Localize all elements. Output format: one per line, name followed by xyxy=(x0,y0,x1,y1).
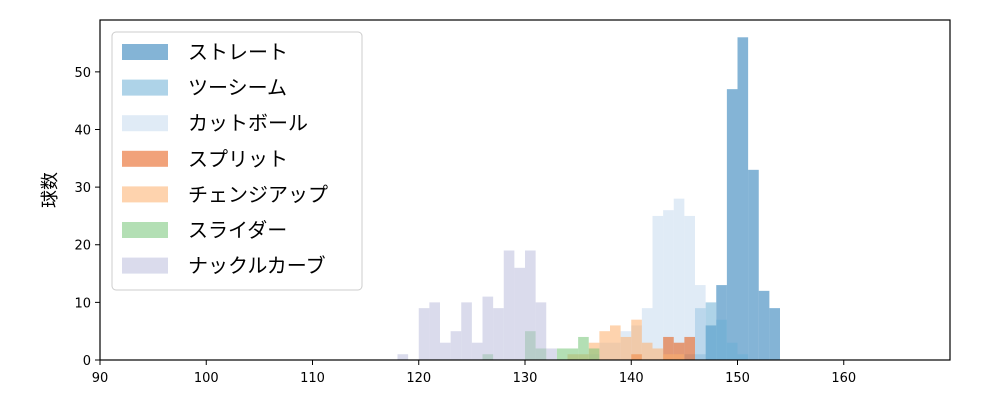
histogram-bar xyxy=(620,336,632,360)
histogram-bar xyxy=(429,302,440,360)
histogram-bar xyxy=(525,250,536,360)
y-axis-label: 球数 xyxy=(40,172,61,208)
histogram-bar xyxy=(652,348,664,360)
histogram-bar xyxy=(663,210,674,360)
y-tick-label: 40 xyxy=(74,123,91,138)
legend-label: カットボール xyxy=(188,111,308,135)
histogram-bar xyxy=(673,354,685,360)
histogram-bar xyxy=(514,267,525,360)
histogram-bar xyxy=(737,354,749,360)
y-tick-label: 10 xyxy=(74,296,91,311)
histogram-bar xyxy=(482,296,494,360)
histogram-bar xyxy=(673,198,685,360)
histogram-bar xyxy=(769,308,780,360)
x-tick-label: 160 xyxy=(831,371,856,386)
legend-swatch xyxy=(122,115,168,132)
legend-label: ストレート xyxy=(188,40,288,64)
histogram-bar xyxy=(471,342,483,360)
histogram-bar xyxy=(599,331,610,360)
x-tick-label: 150 xyxy=(725,371,750,386)
histogram-bar xyxy=(641,308,653,360)
histogram-bar xyxy=(652,215,664,360)
histogram-bar xyxy=(726,342,738,360)
legend-swatch xyxy=(122,150,168,167)
histogram-bar xyxy=(641,342,653,360)
legend-label: スライダー xyxy=(188,218,287,242)
histogram-bar xyxy=(578,336,589,360)
histogram-bar xyxy=(493,308,504,360)
legend-label: チェンジアップ xyxy=(188,182,328,206)
x-tick-label: 100 xyxy=(194,371,219,386)
y-tick-label: 0 xyxy=(83,354,91,369)
histogram-bar xyxy=(418,308,430,360)
y-tick-label: 30 xyxy=(74,181,91,196)
histogram-bar xyxy=(461,302,472,360)
histogram-bar xyxy=(610,325,621,360)
histogram-bar xyxy=(726,89,738,361)
histogram-bar xyxy=(546,348,557,360)
histogram-bar xyxy=(663,336,674,360)
histogram-bar xyxy=(503,250,515,360)
x-tick-label: 140 xyxy=(619,371,644,386)
histogram-bar xyxy=(684,215,695,360)
axes-layer: 90 100 110 120 130 140 150 160 0 10 20 30 40 50 xyxy=(74,19,951,386)
histogram-bar xyxy=(716,319,727,360)
histogram-bar xyxy=(450,331,462,360)
histogram-bar xyxy=(748,169,759,360)
histogram-bar xyxy=(758,290,770,360)
legend-swatch xyxy=(122,44,168,60)
histogram-bar xyxy=(737,37,749,360)
histogram-bar xyxy=(440,342,451,360)
histogram-bar xyxy=(673,342,685,360)
histogram-bar xyxy=(684,336,695,360)
x-tick-label: 90 xyxy=(92,371,109,386)
histogram-bar xyxy=(556,348,568,360)
histogram-bar xyxy=(631,319,642,360)
histogram-bar xyxy=(567,348,579,360)
histogram-bar xyxy=(695,285,706,360)
series-6 xyxy=(397,250,557,360)
y-tick-label: 20 xyxy=(74,239,91,254)
histogram-bar xyxy=(535,302,547,360)
legend-swatch xyxy=(122,222,168,238)
x-tick-label: 110 xyxy=(300,371,325,386)
histogram-bar xyxy=(705,302,717,360)
y-tick-label: 50 xyxy=(74,66,91,81)
legend-label: ツーシーム xyxy=(188,76,287,100)
legend-swatch xyxy=(122,79,168,96)
legend-label: ナックルカーブ xyxy=(188,254,326,278)
legend-swatch xyxy=(122,257,168,274)
x-tick-label: 130 xyxy=(513,371,538,386)
x-tick-label: 120 xyxy=(406,371,431,386)
legend-box xyxy=(111,31,363,291)
histogram-bar xyxy=(588,348,600,360)
legend-swatch xyxy=(122,186,168,203)
legend-label: スプリット xyxy=(188,147,288,171)
bars-layer xyxy=(397,37,780,361)
histogram-bar xyxy=(663,354,674,360)
histogram-bar xyxy=(397,354,409,360)
